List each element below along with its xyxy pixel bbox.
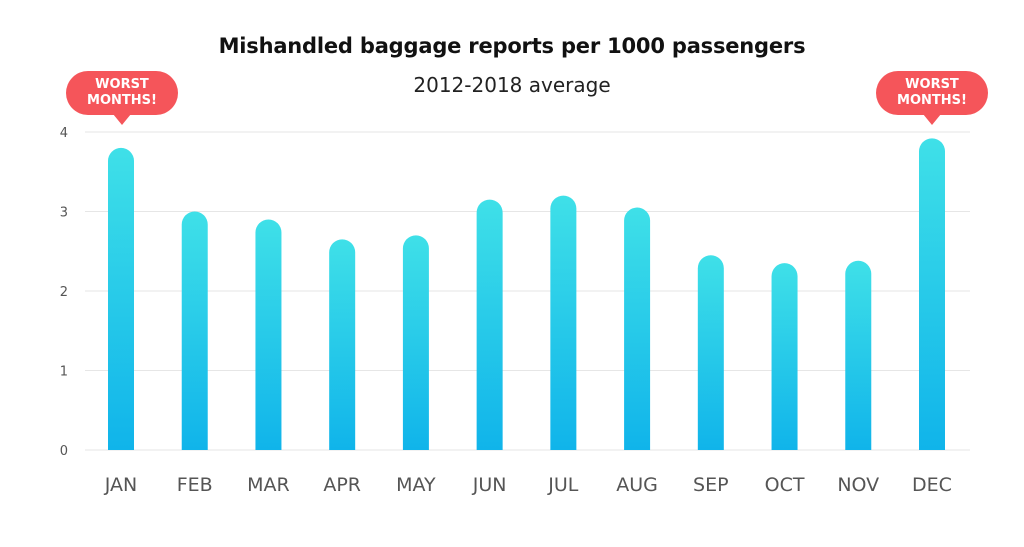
x-axis-ticks: JAN FEB MAR APR MAY JUN JUL AUG SEP OCT NOV DEC (104, 474, 952, 496)
x-tick-label: FEB (177, 474, 213, 496)
callout-line2: MONTHS! (87, 93, 157, 108)
y-tick-label: 4 (60, 126, 68, 141)
bar-aug (624, 207, 651, 450)
bars (108, 138, 945, 450)
y-tick-label: 3 (60, 206, 68, 221)
chart-subtitle: 2012-2018 average (413, 73, 611, 97)
x-tick-label: AUG (616, 474, 658, 496)
worst-months-callout-dec: WORST MONTHS! (876, 71, 988, 125)
bar-mar (255, 219, 282, 450)
x-tick-label: SEP (693, 474, 729, 496)
callout-line2: MONTHS! (897, 93, 967, 108)
y-tick-label: 1 (60, 365, 68, 380)
callout-line1: WORST (905, 77, 959, 92)
x-tick-label: DEC (912, 474, 952, 496)
x-tick-label: NOV (837, 474, 879, 496)
bar-may (402, 235, 429, 450)
bar-jan (108, 147, 134, 450)
bar-dec (919, 138, 945, 450)
x-tick-label: OCT (765, 474, 805, 496)
bar-oct (771, 263, 798, 450)
x-tick-label: JUN (472, 474, 507, 496)
bar-feb (181, 211, 208, 450)
bar-jul (550, 195, 577, 450)
x-tick-label: MAY (396, 474, 436, 496)
y-axis-ticks: 0 1 2 3 4 (60, 126, 68, 459)
bar-nov (845, 260, 872, 450)
x-tick-label: APR (323, 474, 361, 496)
x-tick-label: JAN (104, 474, 137, 496)
gridlines (85, 131, 970, 451)
worst-months-callout-jan: WORST MONTHS! (66, 71, 178, 125)
bar-apr (329, 239, 356, 450)
x-tick-label: JUL (547, 474, 579, 496)
bar-sep (697, 255, 724, 450)
callout-line1: WORST (95, 77, 149, 92)
chart-title: Mishandled baggage reports per 1000 pass… (218, 34, 806, 58)
x-tick-label: MAR (247, 474, 290, 496)
bar-jun (476, 199, 503, 450)
y-tick-label: 2 (60, 285, 68, 300)
y-tick-label: 0 (60, 444, 68, 459)
